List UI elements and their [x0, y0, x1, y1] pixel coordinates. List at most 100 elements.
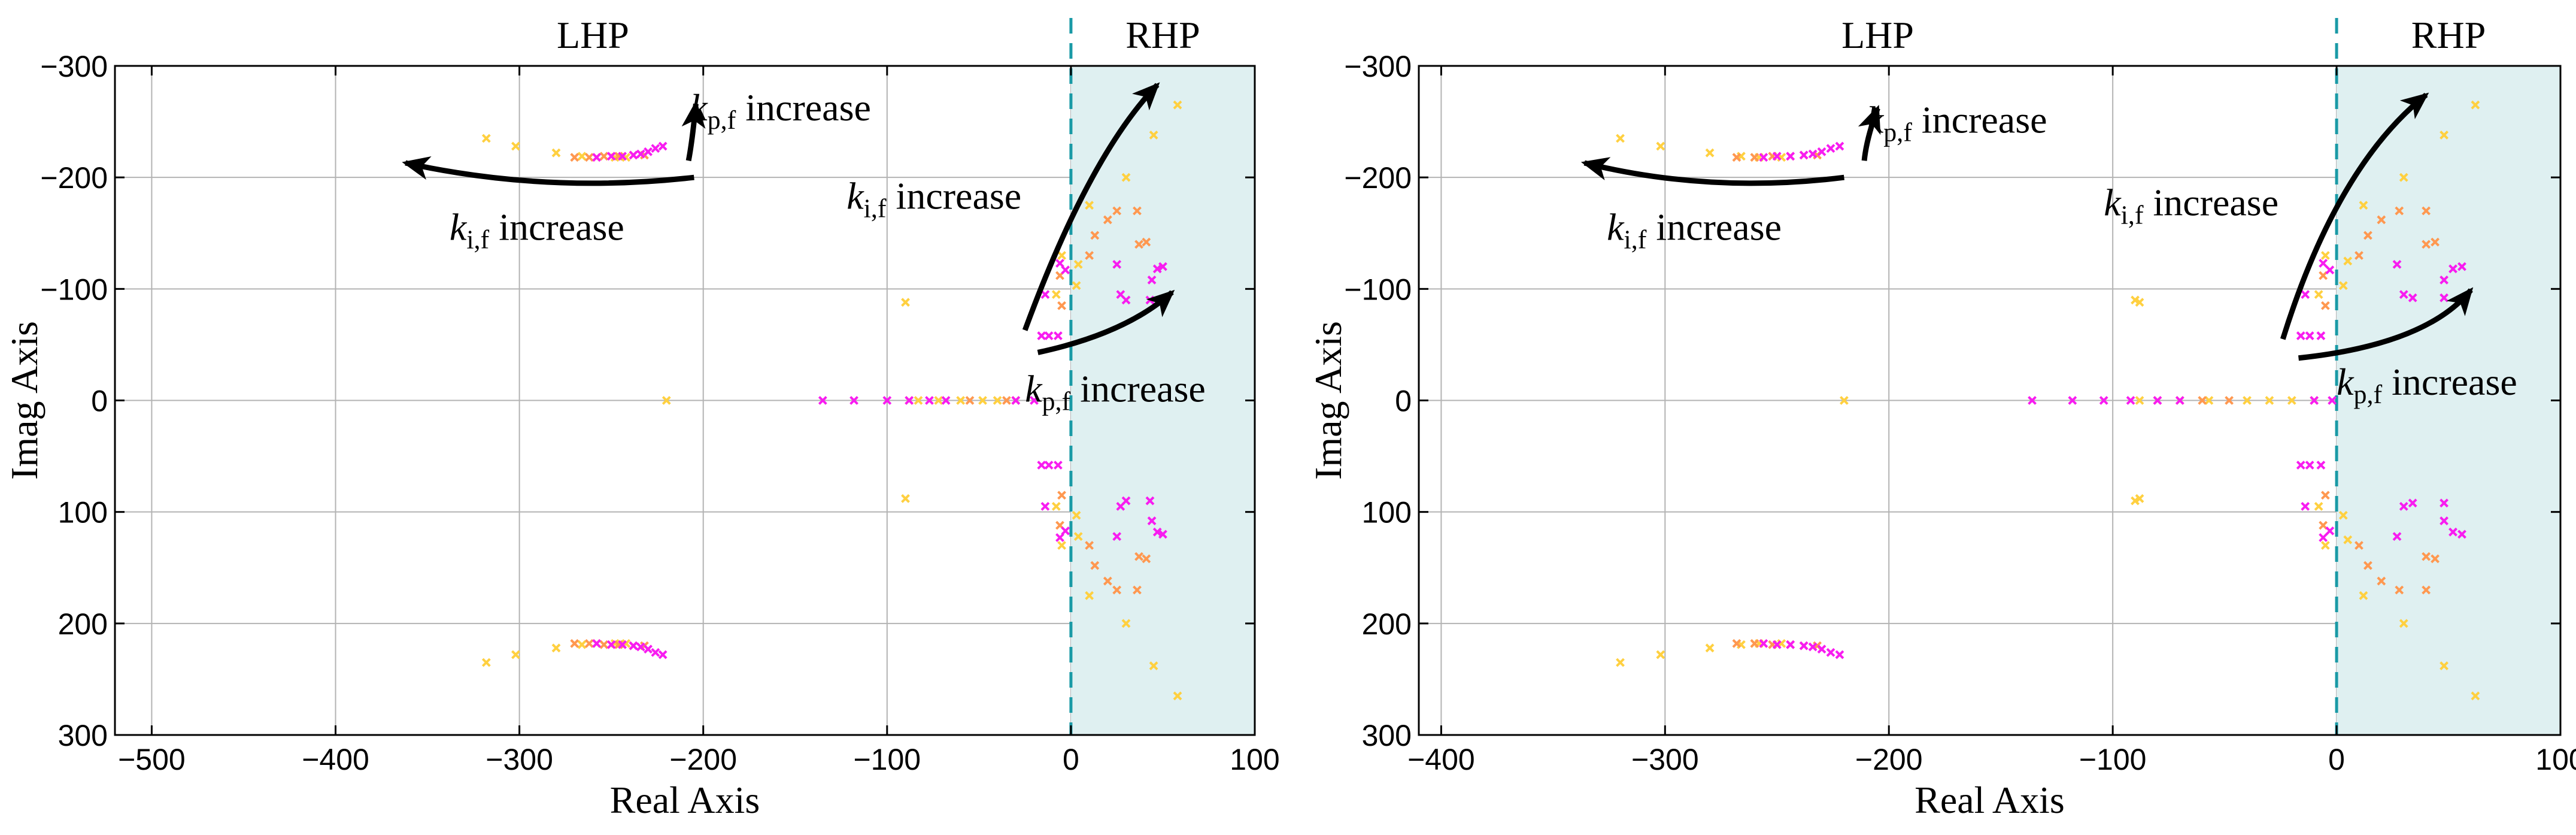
y-tick-labels-1: −300 −200 −100 0 100 200 300 [40, 50, 108, 752]
annotation-ki-increase: ki,f increase [846, 174, 1021, 223]
pole-marker [651, 144, 660, 153]
pole-marker [1705, 643, 1715, 653]
pole-marker [1835, 650, 1844, 659]
annotation-text: increase [1912, 99, 2047, 141]
y-tick-label: −200 [1344, 161, 1412, 195]
pole-marker [1149, 661, 1158, 670]
pole-marker [1112, 585, 1122, 595]
pole-marker [978, 396, 987, 405]
annotations-1: kp,f increase ki,f increase ki,f increas… [450, 86, 1206, 416]
pole-marker [2377, 215, 2386, 225]
pole-marker [1705, 148, 1715, 158]
pole-markers-2 [1616, 100, 2480, 701]
pole-marker [2399, 290, 2408, 299]
pole-marker [1142, 554, 1151, 564]
x-tick-label: 100 [1230, 743, 1279, 776]
pole-marker [2422, 585, 2431, 595]
pole-marker [2440, 498, 2448, 508]
annotation-text: increase [489, 205, 624, 248]
pole-marker [1656, 650, 1665, 659]
pole-marker [2204, 396, 2214, 405]
annotation-var: k [1867, 99, 1885, 141]
pole-marker [2314, 290, 2323, 299]
pole-marker [1772, 640, 1782, 649]
pole-marker [606, 640, 616, 649]
pole-marker [956, 396, 966, 405]
pole-marker [1055, 259, 1064, 268]
trend-arrow [2298, 287, 2474, 361]
pole-marker [2296, 331, 2305, 340]
pole-marker [2287, 396, 2296, 405]
pole-marker [551, 148, 561, 158]
pole-marker [2395, 206, 2404, 216]
pole-marker [1090, 561, 1100, 570]
pole-marker [2328, 396, 2337, 405]
annotation-text: increase [2143, 181, 2278, 223]
pole-marker [570, 639, 579, 648]
x-tick-label: −100 [853, 743, 921, 776]
y-axis-label-1: Imag Axis [3, 321, 45, 480]
pole-marker [1826, 144, 1835, 153]
pole-marker [599, 640, 609, 649]
pole-marker [2399, 619, 2408, 628]
pole-marker [577, 152, 587, 161]
pole-marker [1085, 201, 1094, 210]
pole-marker [1073, 259, 1083, 269]
pole-marker [2319, 259, 2328, 268]
x-tick-label: −200 [1855, 743, 1923, 776]
pole-marker [2448, 264, 2457, 274]
x-tick-label: −500 [118, 743, 186, 776]
pole-marker [2243, 396, 2252, 405]
rhp-label-1: RHP [1125, 14, 1200, 56]
annotation-kp-increase: kp,f increase [2337, 361, 2517, 409]
pole-marker [2457, 530, 2466, 539]
pole-marker [2225, 396, 2234, 405]
pole-marker [2457, 262, 2466, 271]
pole-marker [1057, 541, 1066, 550]
pole-marker [592, 153, 602, 162]
pole-marker [592, 639, 602, 648]
pole-marker [965, 396, 975, 405]
pole-marker [1732, 153, 1741, 162]
pole-marker [1112, 206, 1122, 216]
pole-marker [2363, 561, 2372, 570]
annotation-text: increase [1646, 205, 1782, 248]
pole-marker [1044, 331, 1054, 340]
trend-arrows-2 [1580, 92, 2474, 361]
pole-marker [1799, 641, 1809, 651]
pole-marker [925, 396, 934, 405]
annotation-kp-increase: kp,f increase [1867, 99, 2047, 147]
pole-marker [1817, 147, 1826, 156]
annotation-subscript: i,f [466, 225, 489, 254]
pole-marker [1152, 264, 1162, 274]
pole-marker [2399, 501, 2408, 511]
pole-marker [1772, 152, 1782, 161]
trend-arrow [681, 100, 706, 162]
pole-marker [584, 639, 594, 648]
pole-marker [901, 494, 910, 503]
pole-marker [1750, 639, 1759, 648]
pole-marker [1090, 231, 1100, 240]
pole-marker [2135, 494, 2144, 503]
annotation-kp-increase: kp,f increase [690, 86, 871, 135]
pole-marker [599, 152, 609, 161]
annotation-text: increase [1070, 367, 1206, 410]
pole-marker [2135, 298, 2144, 307]
annotation-subscript: p,f [1042, 386, 1071, 416]
pole-marker [1147, 516, 1157, 525]
x-tick-label: 0 [1063, 743, 1079, 776]
pole-marker [2316, 461, 2326, 470]
pole-marker [2319, 533, 2328, 542]
x-tick-label: −400 [302, 743, 369, 776]
pole-marker [1158, 530, 1167, 539]
pole-marker [1085, 591, 1094, 600]
pole-marker [1808, 642, 1818, 652]
pole-marker [481, 134, 491, 143]
pole-marker [2359, 201, 2368, 210]
trend-arrow [2280, 92, 2429, 340]
pole-marker [1037, 461, 1046, 470]
pole-marker [636, 149, 645, 159]
trend-arrows-1 [402, 82, 1175, 355]
pole-marker [2343, 535, 2353, 544]
pole-marker [1121, 619, 1131, 628]
